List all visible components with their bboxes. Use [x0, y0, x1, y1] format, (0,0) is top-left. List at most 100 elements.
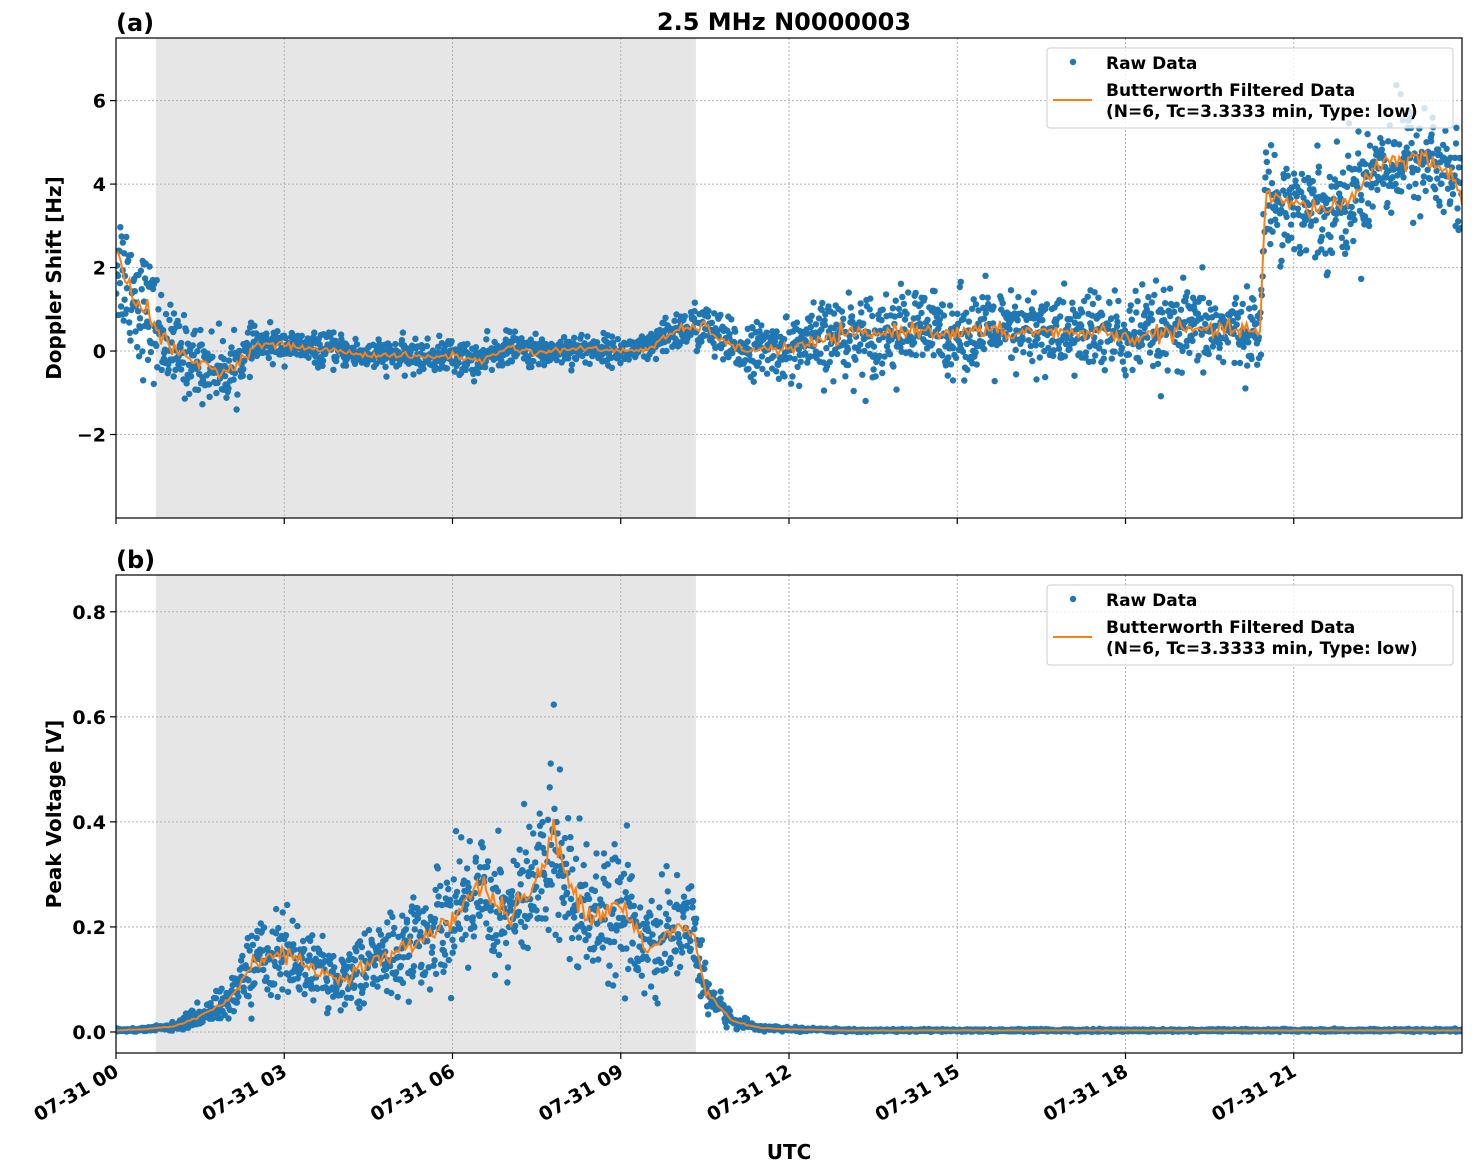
- raw-data-point: [842, 373, 849, 380]
- raw-data-point: [1139, 281, 1146, 288]
- raw-data-point: [388, 989, 395, 997]
- raw-data-point: [1183, 343, 1190, 350]
- raw-data-point: [1398, 188, 1405, 195]
- raw-data-point: [351, 982, 358, 989]
- raw-data-point: [242, 962, 249, 969]
- raw-data-point: [1066, 345, 1073, 353]
- raw-data-point: [496, 914, 504, 921]
- raw-data-point: [1179, 347, 1186, 355]
- raw-data-point: [538, 888, 545, 895]
- raw-data-point: [663, 863, 670, 870]
- raw-data-point: [758, 322, 765, 329]
- raw-data-point: [1380, 180, 1387, 187]
- raw-data-point: [374, 983, 381, 990]
- raw-data-point: [127, 251, 135, 259]
- raw-data-point: [965, 318, 973, 325]
- raw-data-point: [818, 326, 825, 333]
- raw-data-point: [1128, 316, 1136, 323]
- raw-data-point: [1428, 131, 1435, 138]
- raw-data-point: [791, 355, 798, 363]
- raw-data-point: [744, 338, 751, 345]
- raw-data-point: [1212, 322, 1220, 329]
- raw-data-point: [1091, 289, 1098, 296]
- raw-data-point: [542, 906, 549, 913]
- raw-data-point: [634, 966, 642, 974]
- raw-data-point: [1231, 300, 1239, 308]
- raw-data-point: [432, 886, 439, 894]
- raw-data-point: [1036, 354, 1044, 361]
- raw-data-point: [1061, 280, 1068, 287]
- raw-data-point: [353, 357, 360, 364]
- raw-data-point: [1263, 158, 1271, 166]
- raw-data-point: [773, 368, 780, 375]
- raw-data-point: [1341, 208, 1349, 215]
- raw-data-point: [352, 335, 359, 343]
- raw-data-point: [176, 322, 183, 330]
- raw-data-point: [1202, 320, 1209, 328]
- raw-data-point: [665, 916, 672, 923]
- raw-data-point: [246, 373, 253, 381]
- raw-data-point: [891, 313, 898, 320]
- raw-data-point: [453, 888, 461, 896]
- raw-data-point: [557, 338, 564, 345]
- raw-data-point: [732, 328, 739, 335]
- raw-data-point: [921, 294, 928, 302]
- raw-data-point: [936, 316, 943, 323]
- raw-data-point: [717, 995, 724, 1002]
- raw-data-point: [162, 310, 170, 318]
- raw-data-point: [141, 275, 149, 282]
- raw-data-point: [1127, 302, 1135, 309]
- raw-data-point: [781, 373, 788, 380]
- raw-data-point: [221, 372, 229, 380]
- raw-data-point: [1272, 216, 1279, 223]
- raw-data-point: [1324, 269, 1331, 276]
- raw-data-point: [795, 346, 802, 353]
- raw-data-point: [462, 931, 469, 939]
- raw-data-point: [260, 924, 268, 931]
- raw-data-point: [377, 931, 385, 938]
- raw-data-point: [1025, 337, 1032, 344]
- raw-data-point: [1333, 210, 1340, 218]
- raw-data-point: [425, 964, 432, 971]
- raw-data-point: [1436, 202, 1443, 209]
- raw-data-point: [1081, 297, 1088, 305]
- raw-data-point: [982, 309, 989, 317]
- raw-data-point: [466, 838, 473, 845]
- raw-data-point: [1012, 346, 1019, 354]
- raw-data-point: [763, 329, 770, 336]
- raw-data-point: [431, 915, 439, 923]
- raw-data-point: [701, 965, 708, 973]
- raw-data-point: [1328, 249, 1336, 256]
- raw-data-point: [656, 326, 664, 334]
- raw-data-point: [223, 394, 230, 401]
- raw-data-point: [565, 815, 572, 822]
- raw-data-point: [862, 397, 869, 405]
- raw-data-point: [476, 912, 483, 919]
- raw-data-point: [991, 377, 998, 385]
- raw-data-point: [463, 865, 471, 872]
- raw-data-point: [606, 962, 613, 969]
- raw-data-point: [231, 370, 239, 377]
- raw-data-point: [406, 952, 413, 959]
- raw-data-point: [139, 348, 146, 355]
- raw-data-point: [523, 857, 530, 865]
- raw-data-point: [1099, 311, 1106, 319]
- raw-data-point: [979, 294, 986, 301]
- raw-data-point: [528, 363, 535, 371]
- raw-data-point: [1415, 194, 1422, 202]
- raw-data-point: [698, 937, 706, 944]
- raw-data-point: [1143, 306, 1151, 313]
- raw-data-point: [896, 311, 904, 319]
- raw-data-point: [599, 944, 606, 951]
- raw-data-point: [666, 899, 673, 906]
- raw-data-point: [691, 925, 698, 933]
- raw-data-point: [772, 334, 779, 341]
- raw-data-point: [820, 387, 828, 394]
- raw-data-point: [136, 315, 144, 322]
- raw-data-point: [861, 347, 868, 355]
- raw-data-point: [234, 391, 241, 398]
- raw-data-point: [1177, 306, 1185, 313]
- raw-data-point: [360, 1000, 367, 1007]
- raw-data-point: [274, 945, 281, 953]
- raw-data-point: [504, 979, 511, 986]
